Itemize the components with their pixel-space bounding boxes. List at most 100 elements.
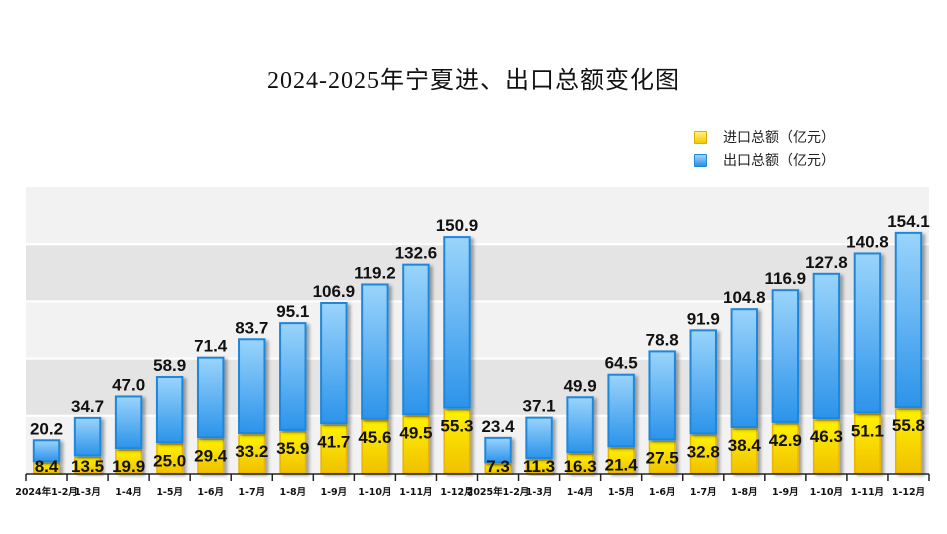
x-tick-label: 1-4月	[567, 487, 594, 498]
bar-export	[114, 395, 143, 450]
legend-item-import: 进口总额（亿元）	[694, 127, 835, 147]
data-label-export: 20.2	[30, 419, 63, 438]
data-label-export: 95.1	[276, 302, 309, 321]
bar-import	[33, 462, 60, 474]
bar-import	[402, 415, 430, 474]
data-label-export: 140.8	[846, 232, 889, 251]
data-label-import: 45.6	[358, 428, 391, 447]
bar-export	[730, 308, 759, 429]
data-label-export: 119.2	[354, 263, 396, 282]
x-tick-label: 1-12月	[440, 487, 473, 498]
bar-export	[443, 236, 471, 409]
bar-export	[196, 356, 225, 439]
bar-export	[32, 439, 61, 463]
data-label-export: 106.9	[313, 282, 356, 301]
data-label-export: 64.5	[605, 354, 638, 373]
bar-export	[155, 376, 184, 444]
data-label-export: 37.1	[523, 397, 556, 416]
data-label-import: 16.3	[564, 457, 597, 476]
bar-import	[361, 420, 389, 474]
chart-title: 2024-2025年宁夏进、出口总额变化图	[267, 68, 680, 94]
bar-import	[525, 459, 553, 474]
bar-import	[115, 449, 143, 474]
bar-import	[279, 431, 307, 474]
bar-import	[648, 440, 676, 474]
bar-export	[812, 272, 841, 420]
data-label-export: 58.9	[153, 356, 186, 375]
bar-export	[566, 396, 594, 454]
bar-import	[730, 428, 758, 474]
legend-label-export: 出口总额（亿元）	[723, 153, 835, 169]
bar-export	[607, 373, 635, 448]
data-label-import: 7.3	[486, 457, 510, 476]
bar-export	[73, 416, 102, 457]
data-label-export: 116.9	[765, 269, 807, 288]
bar-export	[484, 436, 512, 464]
x-tick-label: 1-6月	[197, 487, 224, 498]
data-label-import: 27.5	[646, 449, 679, 468]
x-tick-label: 1-8月	[279, 487, 306, 498]
bar-import	[812, 419, 840, 474]
x-tick-label: 1-5月	[608, 487, 635, 498]
data-label-export: 132.6	[395, 244, 438, 263]
data-label-import: 51.1	[851, 422, 884, 441]
bar-import	[484, 463, 512, 474]
bar-export	[279, 322, 307, 431]
data-label-export: 104.8	[723, 288, 766, 307]
data-label-import: 25.0	[153, 451, 186, 470]
x-tick-label: 1-3月	[74, 487, 101, 498]
bar-import	[853, 413, 881, 474]
data-label-import: 55.3	[440, 417, 473, 436]
data-label-import: 21.4	[605, 456, 639, 475]
bar-export	[771, 289, 800, 423]
bar-import	[689, 434, 717, 474]
x-tick-label: 1-10月	[358, 487, 391, 498]
data-label-import: 8.4	[35, 457, 59, 476]
x-tick-label: 1-7月	[690, 487, 717, 498]
bar-import	[566, 453, 594, 474]
legend-swatch-import	[694, 130, 707, 144]
legend-item-export: 出口总额（亿元）	[694, 150, 835, 170]
data-label-export: 34.7	[71, 397, 104, 416]
data-label-import: 29.4	[194, 446, 228, 465]
data-label-export: 150.9	[436, 216, 479, 235]
x-tick-label: 1-6月	[649, 487, 676, 498]
bar-import	[320, 424, 348, 474]
data-label-import: 55.8	[892, 416, 925, 435]
data-label-import: 42.9	[769, 431, 802, 450]
bar-import	[156, 443, 184, 474]
data-label-import: 32.8	[687, 442, 720, 461]
x-tick-label: 1-11月	[851, 487, 884, 498]
data-label-import: 33.2	[235, 442, 268, 461]
data-label-import: 49.5	[399, 423, 432, 442]
bar-export	[689, 329, 717, 435]
data-label-export: 127.8	[805, 253, 848, 272]
bar-export	[894, 231, 923, 409]
data-label-import: 41.7	[317, 432, 350, 451]
bar-export	[361, 283, 389, 420]
bar-export	[320, 302, 348, 425]
x-tick-label: 1-8月	[731, 487, 758, 498]
data-label-export: 83.7	[235, 318, 268, 337]
data-label-import: 13.5	[71, 457, 104, 476]
bar-export	[525, 416, 553, 460]
data-label-export: 78.8	[646, 330, 679, 349]
data-label-import: 35.9	[276, 439, 309, 458]
x-tick-label: 2025年1-2月	[467, 486, 530, 498]
x-tick-label: 1-11月	[399, 487, 432, 498]
bar-export	[402, 263, 430, 416]
bar-import	[771, 423, 799, 474]
data-label-import: 46.3	[810, 427, 843, 446]
data-label-export: 91.9	[687, 309, 720, 328]
data-label-import: 19.9	[112, 457, 145, 476]
data-label-export: 47.0	[112, 375, 145, 394]
bar-export	[853, 252, 882, 414]
x-tick-label: 1-3月	[526, 487, 553, 498]
bar-import	[895, 408, 922, 474]
bar-export	[238, 338, 266, 435]
x-tick-label: 2024年1-2月	[15, 486, 78, 498]
bar-import	[197, 438, 225, 474]
legend-swatch-export	[694, 153, 707, 167]
x-tick-label: 1-9月	[321, 487, 348, 498]
